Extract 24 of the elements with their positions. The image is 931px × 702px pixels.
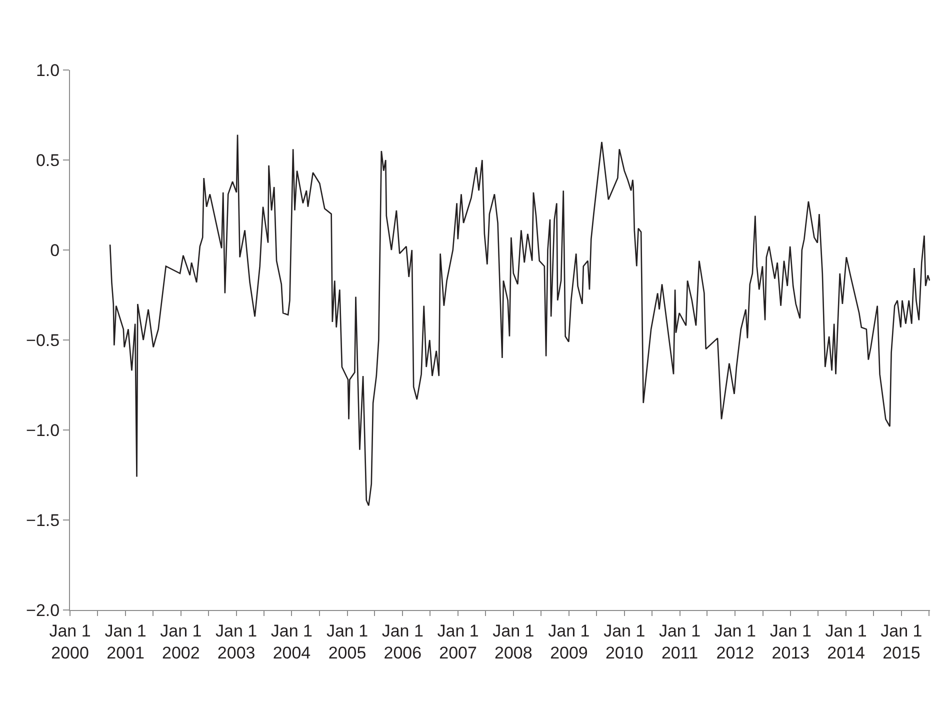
x-tick-label: Jan 1 2005 [326,621,368,662]
x-tick-label: Jan 1 2010 [604,621,646,662]
x-tick-label: Jan 1 2015 [880,621,922,662]
x-tick-label: Jan 1 2000 [49,621,91,662]
x-tick-label: Jan 1 2002 [160,621,202,662]
y-tick-label: 0.5 [36,150,60,170]
line-series [109,134,930,506]
x-tick-label: Jan 1 2008 [492,621,534,662]
x-tick-label: Jan 1 2006 [382,621,424,662]
x-tick-label: Jan 1 2003 [216,621,258,662]
x-tick-label: Jan 1 2009 [548,621,590,662]
x-tick-label: Jan 1 2007 [437,621,479,662]
x-tick-label: Jan 1 2001 [104,621,146,662]
x-tick-label: Jan 1 2013 [770,621,812,662]
x-tick-label: Jan 1 2014 [825,621,867,662]
y-tick-label: 0 [50,240,60,260]
y-tick-label: −2.0 [26,600,60,620]
y-tick-label: −1.5 [26,510,60,530]
x-tick-label: Jan 1 2012 [714,621,756,662]
y-tick-label: 1.0 [36,60,60,80]
x-tick-label: Jan 1 2011 [658,621,701,662]
x-tick-label: Jan 1 2004 [270,621,313,662]
y-tick-label: −1.0 [26,420,60,440]
y-tick-label: −0.5 [26,330,60,350]
